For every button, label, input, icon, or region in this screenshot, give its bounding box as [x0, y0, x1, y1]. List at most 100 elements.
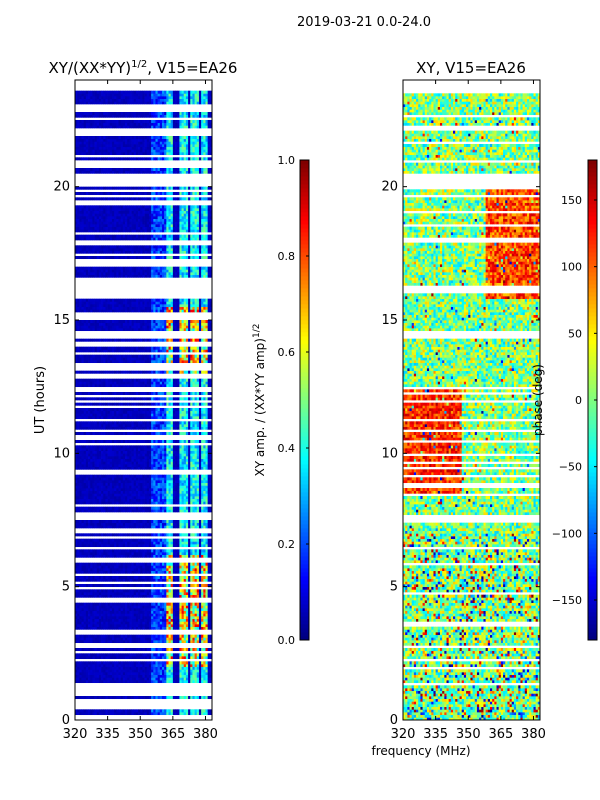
heatmap-cell	[172, 674, 176, 678]
heatmap-cell	[83, 461, 87, 465]
heatmap-cell	[94, 624, 98, 628]
heatmap-cell	[131, 496, 135, 500]
heatmap-cell	[185, 450, 189, 454]
heatmap-cell	[125, 410, 128, 414]
heatmap-cell	[196, 453, 200, 457]
heatmap-cell	[122, 613, 126, 617]
heatmap-cell	[129, 520, 132, 524]
heatmap-cell	[190, 589, 193, 593]
heatmap-cell	[168, 464, 172, 468]
heatmap-cell	[135, 664, 139, 668]
heatmap-cell	[96, 501, 100, 505]
heatmap-cell	[101, 474, 104, 478]
heatmap-cell	[183, 608, 187, 612]
heatmap-cell	[114, 562, 117, 566]
heatmap-cell	[153, 488, 156, 492]
heatmap-cell	[94, 501, 98, 505]
heatmap-cell	[146, 493, 150, 497]
heatmap-cell	[203, 432, 206, 436]
heatmap-cell	[111, 464, 115, 468]
heatmap-cell	[203, 461, 206, 465]
heatmap-cell	[101, 485, 104, 489]
heatmap-cell	[88, 680, 91, 684]
heatmap-cell	[164, 466, 167, 470]
heatmap-cell	[90, 672, 93, 676]
figure-suptitle: 2019-03-21 0.0-24.0	[297, 15, 431, 30]
heatmap-cell	[135, 474, 139, 478]
heatmap-cell	[98, 533, 102, 537]
heatmap-cell	[96, 565, 100, 569]
heatmap-cell	[144, 621, 148, 625]
heatmap-cell	[170, 464, 174, 468]
heatmap-cell	[148, 592, 152, 596]
heatmap-cell	[146, 488, 150, 492]
heatmap-cell	[88, 653, 91, 657]
heatmap-cell	[203, 544, 206, 548]
heatmap-cell	[201, 640, 204, 644]
heatmap-cell	[185, 501, 189, 505]
heatmap-cell	[194, 712, 198, 716]
heatmap-cell	[157, 576, 161, 580]
heatmap-cell	[140, 565, 143, 569]
heatmap-cell	[140, 498, 143, 502]
heatmap-cell	[209, 410, 212, 414]
heatmap-cell	[168, 626, 172, 630]
heatmap-cell	[166, 696, 169, 700]
heatmap-cell	[131, 432, 135, 436]
heatmap-cell	[109, 509, 113, 513]
heatmap-cell	[94, 626, 98, 630]
heatmap-cell	[88, 709, 91, 713]
heatmap-cell	[77, 616, 80, 620]
heatmap-cell	[203, 552, 206, 556]
heatmap-cell	[81, 664, 85, 668]
heatmap-cell	[96, 677, 100, 681]
heatmap-cell	[153, 408, 156, 412]
heatmap-cell	[185, 402, 189, 406]
heatmap-cell	[90, 568, 93, 572]
heatmap-cell	[142, 485, 145, 489]
heatmap-cell	[98, 640, 102, 644]
heatmap-cell	[155, 613, 158, 617]
heatmap-cell	[185, 589, 189, 593]
heatmap-cell	[185, 637, 189, 641]
heatmap-cell	[185, 458, 189, 462]
heatmap-cell	[140, 488, 143, 492]
heatmap-cell	[192, 656, 195, 660]
heatmap-cell	[88, 672, 91, 676]
heatmap-cell	[118, 445, 122, 449]
heatmap-cell	[109, 525, 113, 529]
heatmap-cell	[140, 432, 143, 436]
heatmap-cell	[88, 578, 91, 582]
heatmap-cell	[166, 421, 169, 425]
heatmap-cell	[118, 648, 122, 652]
heatmap-cell	[138, 653, 141, 657]
heatmap-cell	[159, 541, 163, 545]
heatmap-cell	[198, 541, 202, 545]
heatmap-cell	[166, 426, 169, 430]
heatmap-cell	[142, 570, 145, 574]
heatmap-cell	[209, 621, 212, 625]
heatmap-cell	[207, 541, 211, 545]
heatmap-cell	[181, 477, 185, 481]
heatmap-cell	[92, 610, 95, 614]
heatmap-cell	[75, 696, 78, 700]
heatmap-cell	[125, 482, 128, 486]
heatmap-cell	[94, 421, 98, 425]
heatmap-cell	[153, 482, 156, 486]
heatmap-cell	[135, 538, 139, 542]
heatmap-cell	[190, 608, 193, 612]
heatmap-cell	[133, 653, 137, 657]
heatmap-cell	[164, 656, 167, 660]
heatmap-cell	[159, 426, 163, 430]
heatmap-cell	[120, 458, 124, 462]
heatmap-cell	[94, 576, 98, 580]
heatmap-cell	[131, 621, 135, 625]
heatmap-cell	[85, 589, 89, 593]
heatmap-cell	[120, 549, 124, 553]
heatmap-cell	[153, 562, 156, 566]
heatmap-cell	[111, 621, 115, 625]
heatmap-cell	[183, 637, 187, 641]
heatmap-cell	[107, 602, 111, 606]
heatmap-cell	[144, 568, 148, 572]
heatmap-cell	[129, 493, 132, 497]
